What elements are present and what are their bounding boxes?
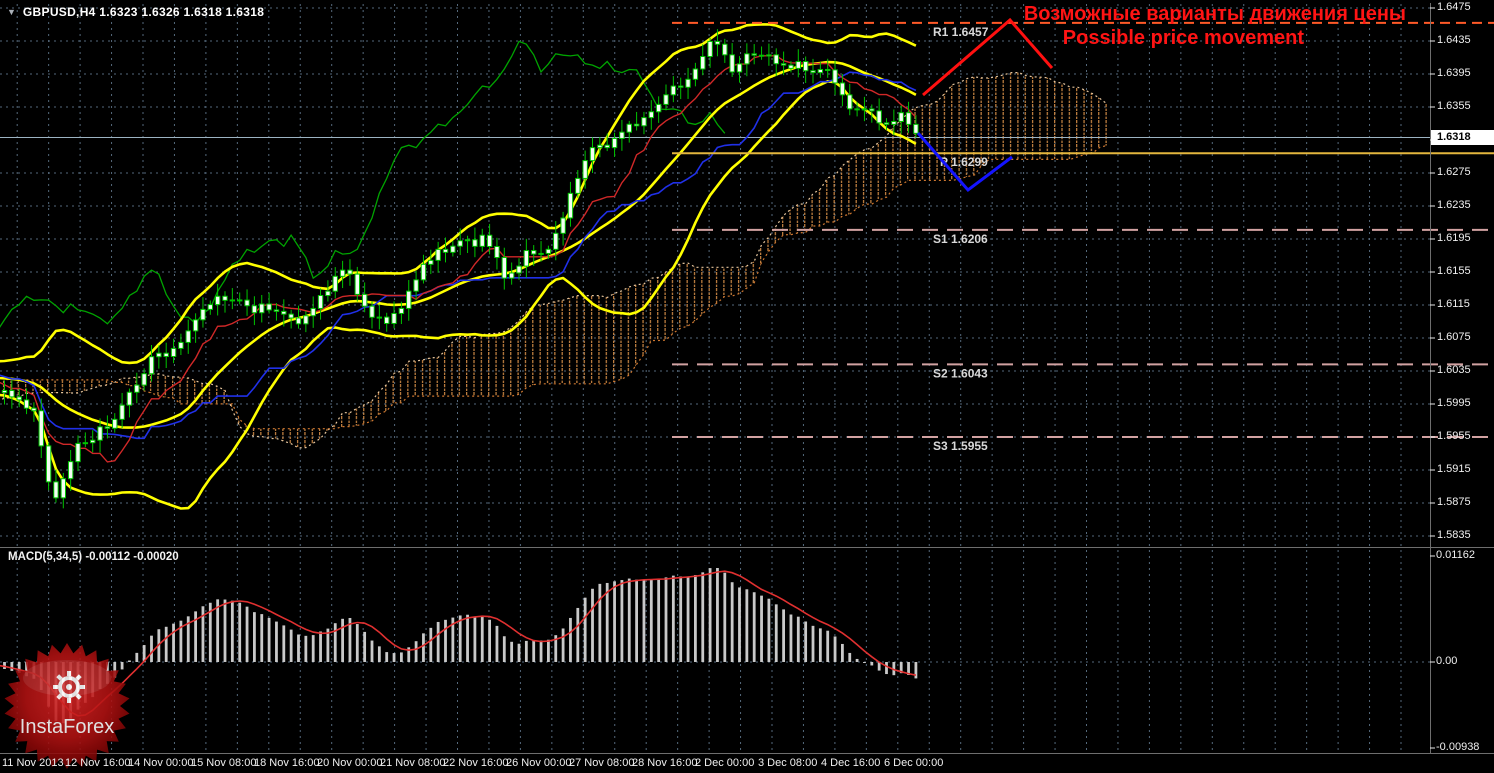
instaforex-logo: InstaForex bbox=[4, 643, 130, 769]
logo-text: InstaForex bbox=[20, 716, 114, 738]
price-axis-label: 1.6235 bbox=[1437, 199, 1471, 211]
price-axis-label: 1.6195 bbox=[1437, 232, 1471, 244]
time-axis-label: 2 Dec 00:00 bbox=[695, 757, 755, 769]
bollinger-middle bbox=[0, 60, 917, 429]
price-axis-label: 1.6035 bbox=[1437, 364, 1471, 376]
time-axis-label: 20 Nov 00:00 bbox=[317, 757, 383, 769]
time-axis-label: 21 Nov 08:00 bbox=[380, 757, 446, 769]
price-axis-label: 1.5915 bbox=[1437, 463, 1471, 475]
ichimoku-cloud bbox=[0, 72, 1107, 448]
level-label-S3: S3 1.5955 bbox=[933, 439, 988, 453]
projection-line-up-down bbox=[922, 17, 1054, 97]
level-label-P: P 1.6299 bbox=[940, 155, 988, 169]
gear-icon bbox=[53, 671, 85, 703]
symbol-dropdown-icon[interactable]: ▼ bbox=[7, 7, 16, 17]
senkou-span-a bbox=[0, 71, 1108, 449]
price-axis-label: 1.5835 bbox=[1437, 529, 1471, 541]
price-axis-label: 1.5995 bbox=[1437, 397, 1471, 409]
macd-axis-label: 0.01162 bbox=[1436, 549, 1475, 561]
time-axis-label: 3 Dec 08:00 bbox=[758, 757, 818, 769]
bollinger-lower bbox=[0, 80, 917, 510]
price-axis-label: 1.6475 bbox=[1437, 1, 1471, 13]
time-axis-label: 6 Dec 00:00 bbox=[884, 757, 944, 769]
price-axis-label: 1.6115 bbox=[1437, 298, 1470, 310]
projection-line-down-up bbox=[916, 132, 1013, 193]
symbol-ohlc-text: GBPUSD,H4 1.6323 1.6326 1.6318 1.6318 bbox=[22, 5, 265, 19]
current-price-badge: 1.6318 bbox=[1431, 129, 1494, 145]
price-axis-label: 1.6155 bbox=[1437, 265, 1471, 277]
time-axis-label: 11 Nov 2013 bbox=[2, 757, 64, 769]
time-axis-label: 18 Nov 16:00 bbox=[254, 757, 320, 769]
price-axis-label: 1.5875 bbox=[1437, 496, 1471, 508]
time-axis-label: 15 Nov 08:00 bbox=[191, 757, 257, 769]
level-label-S2: S2 1.6043 bbox=[933, 366, 988, 380]
level-label-S1: S1 1.6206 bbox=[933, 232, 988, 246]
annotation-text-russian: Возможные варианты движения цены bbox=[1023, 3, 1406, 25]
senkou-span-b bbox=[0, 144, 1108, 430]
time-axis-label: 4 Dec 16:00 bbox=[821, 757, 881, 769]
symbol-header: ▼ GBPUSD,H4 1.6323 1.6326 1.6318 1.6318 bbox=[7, 5, 264, 19]
price-axis-label: 1.6435 bbox=[1437, 34, 1471, 46]
chikou-span bbox=[0, 40, 726, 328]
price-axis-label: 1.5955 bbox=[1437, 430, 1471, 442]
main-chart-plot bbox=[0, 23, 1430, 510]
kijun-sen bbox=[0, 71, 917, 440]
annotation-text-english: Possible price movement bbox=[1062, 27, 1304, 49]
price-axis-label: 1.6275 bbox=[1437, 166, 1471, 178]
macd-plot bbox=[0, 568, 918, 724]
level-label-R1: R1 1.6457 bbox=[933, 25, 989, 39]
price-axis-label: 1.6395 bbox=[1437, 67, 1471, 79]
macd-axis-label: 0.00 bbox=[1436, 655, 1458, 667]
panel-borders bbox=[0, 3, 1494, 754]
time-axis-label: 14 Nov 00:00 bbox=[128, 757, 194, 769]
time-axis-label: 26 Nov 00:00 bbox=[506, 757, 572, 769]
macd-axis-label: -0.00938 bbox=[1436, 741, 1480, 753]
time-axis-label: 28 Nov 16:00 bbox=[632, 757, 698, 769]
bollinger-upper bbox=[0, 23, 917, 365]
pivot-levels: R1 1.6457 P 1.6299 S1 1.6206 S2 1.6043 S3 1.… bbox=[672, 21, 1494, 453]
time-axis-label: 27 Nov 08:00 bbox=[569, 757, 635, 769]
price-axis-label: 1.6075 bbox=[1437, 331, 1471, 343]
macd-signal-line bbox=[0, 570, 917, 717]
time-axis-label: 12 Nov 16:00 bbox=[65, 757, 131, 769]
price-axis-label: 1.6355 bbox=[1437, 100, 1471, 112]
time-axis-label: 22 Nov 16:00 bbox=[443, 757, 509, 769]
candlesticks bbox=[1, 29, 919, 509]
macd-indicator-label: MACD(5,34,5) -0.00112 -0.00020 bbox=[8, 551, 179, 563]
